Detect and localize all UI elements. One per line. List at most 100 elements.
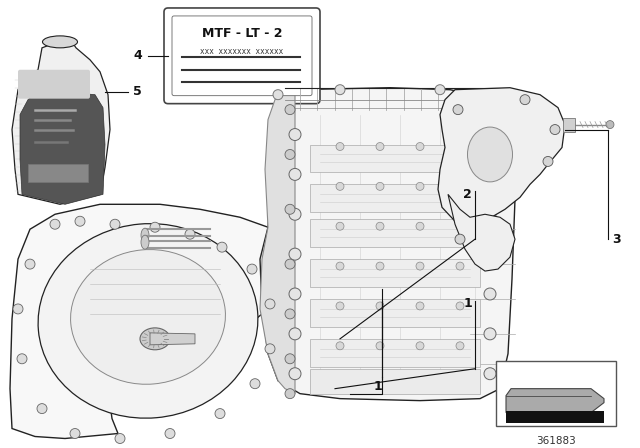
Circle shape <box>456 142 464 151</box>
Circle shape <box>416 302 424 310</box>
Circle shape <box>285 105 295 115</box>
Polygon shape <box>563 117 575 132</box>
Circle shape <box>416 262 424 270</box>
FancyBboxPatch shape <box>18 70 90 99</box>
Circle shape <box>289 168 301 181</box>
Polygon shape <box>506 389 604 413</box>
FancyBboxPatch shape <box>310 185 480 212</box>
Circle shape <box>285 204 295 214</box>
FancyBboxPatch shape <box>310 299 480 327</box>
Circle shape <box>217 242 227 252</box>
Circle shape <box>335 85 345 95</box>
Circle shape <box>336 262 344 270</box>
Text: 1: 1 <box>463 297 472 310</box>
Circle shape <box>376 182 384 190</box>
Circle shape <box>336 182 344 190</box>
Polygon shape <box>150 333 195 345</box>
Circle shape <box>376 142 384 151</box>
Ellipse shape <box>140 328 170 350</box>
Polygon shape <box>20 90 105 204</box>
Circle shape <box>455 234 465 244</box>
Circle shape <box>453 105 463 115</box>
Polygon shape <box>448 194 515 271</box>
Circle shape <box>75 216 85 226</box>
Ellipse shape <box>141 228 149 242</box>
Circle shape <box>250 379 260 389</box>
Circle shape <box>336 222 344 230</box>
Circle shape <box>285 150 295 159</box>
Circle shape <box>484 129 496 141</box>
FancyBboxPatch shape <box>310 369 480 394</box>
Circle shape <box>336 302 344 310</box>
Circle shape <box>336 342 344 350</box>
Circle shape <box>336 142 344 151</box>
Text: 2: 2 <box>463 188 472 201</box>
Circle shape <box>289 328 301 340</box>
Circle shape <box>285 259 295 269</box>
Text: xxx xxxxxxx xxxxxx: xxx xxxxxxx xxxxxx <box>200 47 284 56</box>
Polygon shape <box>260 88 295 394</box>
Ellipse shape <box>70 250 225 384</box>
Ellipse shape <box>467 127 513 182</box>
Circle shape <box>285 354 295 364</box>
Circle shape <box>376 342 384 350</box>
Text: 3: 3 <box>612 233 621 246</box>
Circle shape <box>265 299 275 309</box>
Circle shape <box>25 259 35 269</box>
Circle shape <box>185 229 195 239</box>
Circle shape <box>37 404 47 414</box>
Text: MTF - LT - 2: MTF - LT - 2 <box>202 27 282 40</box>
Circle shape <box>550 125 560 134</box>
Circle shape <box>376 302 384 310</box>
Circle shape <box>289 248 301 260</box>
Circle shape <box>50 219 60 229</box>
Ellipse shape <box>42 36 77 48</box>
Circle shape <box>456 222 464 230</box>
Circle shape <box>285 309 295 319</box>
FancyBboxPatch shape <box>496 361 616 426</box>
Circle shape <box>520 95 530 105</box>
Circle shape <box>484 288 496 300</box>
Circle shape <box>247 264 257 274</box>
Polygon shape <box>438 88 565 224</box>
Circle shape <box>376 222 384 230</box>
Text: 5: 5 <box>133 85 141 98</box>
Circle shape <box>484 248 496 260</box>
Circle shape <box>289 208 301 220</box>
Circle shape <box>456 342 464 350</box>
Circle shape <box>500 95 510 105</box>
Circle shape <box>484 368 496 380</box>
Ellipse shape <box>38 224 258 418</box>
Polygon shape <box>506 411 604 422</box>
FancyBboxPatch shape <box>310 145 480 172</box>
Circle shape <box>289 368 301 380</box>
Circle shape <box>484 208 496 220</box>
Circle shape <box>416 182 424 190</box>
Circle shape <box>543 156 553 166</box>
Circle shape <box>70 429 80 439</box>
Circle shape <box>215 409 225 418</box>
Circle shape <box>456 182 464 190</box>
FancyBboxPatch shape <box>28 164 88 182</box>
Polygon shape <box>260 88 518 401</box>
Polygon shape <box>10 204 282 439</box>
Circle shape <box>484 168 496 181</box>
Circle shape <box>110 219 120 229</box>
Circle shape <box>165 429 175 439</box>
Ellipse shape <box>141 235 149 249</box>
Circle shape <box>289 288 301 300</box>
Ellipse shape <box>606 121 614 129</box>
Text: 4: 4 <box>133 49 142 62</box>
Polygon shape <box>12 42 110 204</box>
Circle shape <box>289 129 301 141</box>
Circle shape <box>484 328 496 340</box>
Circle shape <box>273 90 283 99</box>
Circle shape <box>265 344 275 354</box>
Circle shape <box>13 304 23 314</box>
FancyBboxPatch shape <box>172 16 312 96</box>
FancyBboxPatch shape <box>310 259 480 287</box>
Circle shape <box>416 222 424 230</box>
Circle shape <box>376 262 384 270</box>
FancyBboxPatch shape <box>164 8 320 103</box>
Circle shape <box>416 342 424 350</box>
